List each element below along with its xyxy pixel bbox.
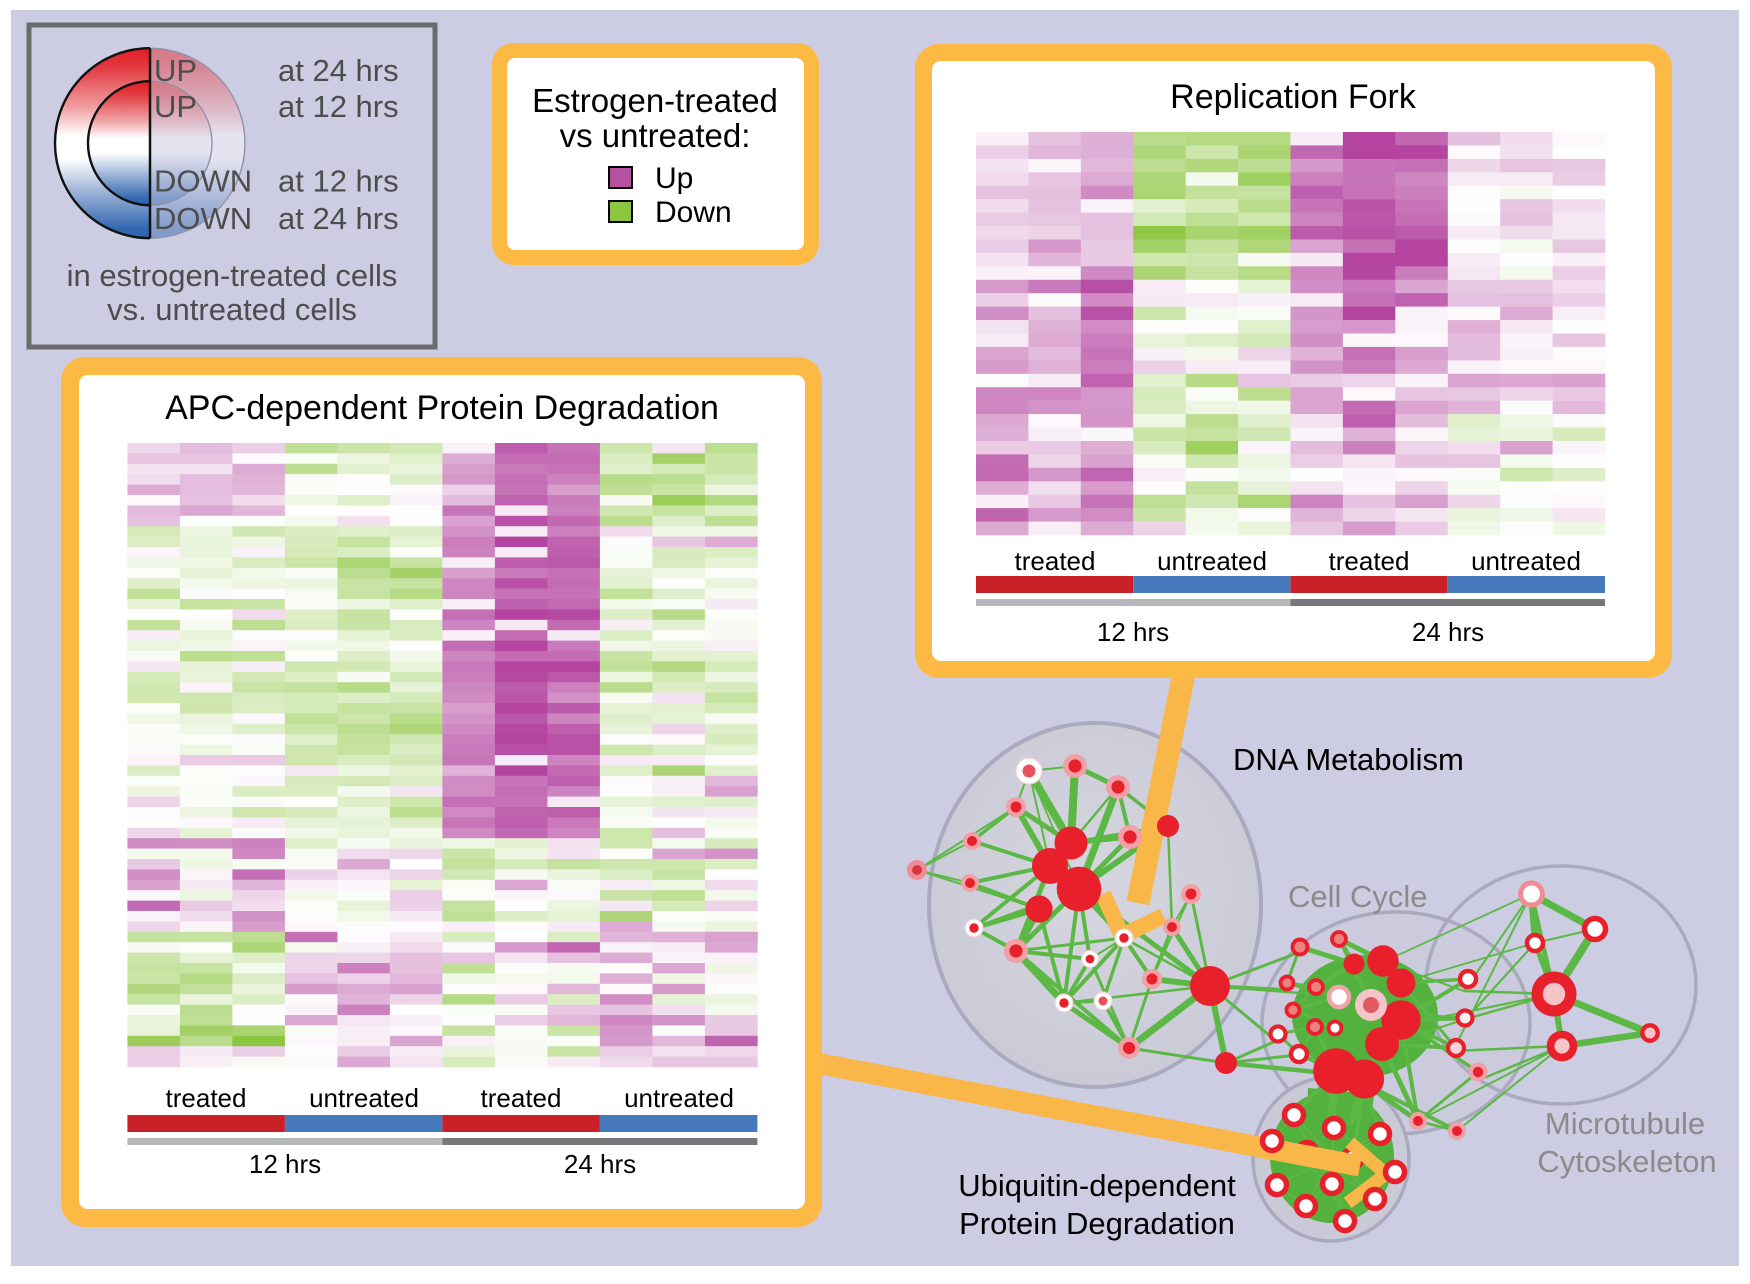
svg-text:treated: treated xyxy=(166,1083,247,1113)
svg-text:untreated: untreated xyxy=(1471,546,1581,576)
svg-text:Ubiquitin-dependent: Ubiquitin-dependent xyxy=(958,1168,1236,1203)
svg-text:at 12 hrs: at 12 hrs xyxy=(278,89,399,124)
svg-text:treated: treated xyxy=(481,1083,562,1113)
svg-text:12 hrs: 12 hrs xyxy=(1097,617,1169,647)
svg-text:at 12 hrs: at 12 hrs xyxy=(278,164,399,199)
svg-text:untreated: untreated xyxy=(309,1083,419,1113)
svg-text:Protein Degradation: Protein Degradation xyxy=(959,1206,1235,1241)
svg-text:vs untreated:: vs untreated: xyxy=(560,117,751,154)
svg-text:Replication Fork: Replication Fork xyxy=(1170,78,1417,116)
svg-text:12 hrs: 12 hrs xyxy=(249,1149,321,1179)
svg-text:untreated: untreated xyxy=(624,1083,734,1113)
svg-text:DNA Metabolism: DNA Metabolism xyxy=(1233,742,1464,777)
svg-text:Up: Up xyxy=(655,162,693,195)
svg-text:24 hrs: 24 hrs xyxy=(564,1149,636,1179)
svg-text:treated: treated xyxy=(1015,546,1096,576)
svg-text:UP: UP xyxy=(154,89,197,124)
svg-text:APC-dependent Protein Degradat: APC-dependent Protein Degradation xyxy=(165,389,719,427)
svg-text:Cytoskeleton: Cytoskeleton xyxy=(1537,1144,1716,1179)
svg-text:DOWN: DOWN xyxy=(154,201,252,236)
svg-text:Down: Down xyxy=(655,196,732,229)
svg-text:in estrogen-treated cells: in estrogen-treated cells xyxy=(67,258,398,293)
svg-text:vs. untreated cells: vs. untreated cells xyxy=(107,292,357,327)
svg-text:Cell Cycle: Cell Cycle xyxy=(1288,879,1428,914)
svg-text:at 24 hrs: at 24 hrs xyxy=(278,201,399,236)
svg-text:24 hrs: 24 hrs xyxy=(1412,617,1484,647)
svg-text:Estrogen-treated: Estrogen-treated xyxy=(532,82,778,119)
svg-text:at 24 hrs: at 24 hrs xyxy=(278,53,399,88)
svg-text:DOWN: DOWN xyxy=(154,164,252,199)
svg-text:UP: UP xyxy=(154,53,197,88)
svg-text:Microtubule: Microtubule xyxy=(1545,1106,1705,1141)
svg-text:treated: treated xyxy=(1329,546,1410,576)
svg-text:untreated: untreated xyxy=(1157,546,1267,576)
